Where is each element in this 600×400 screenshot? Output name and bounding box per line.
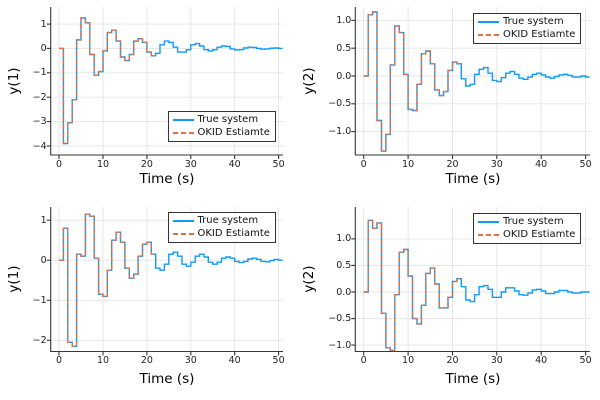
y-tick-label: −3 [32, 116, 47, 128]
okid-estimate-line-sample-icon [172, 233, 194, 236]
legend-bottom-right: True system OKID Estiamte [473, 213, 581, 244]
x-tick-label: 0 [360, 158, 367, 170]
legend-top-right: True system OKID Estiamte [473, 13, 581, 44]
y-tick-label: 1 [40, 214, 47, 226]
true-system-line-sample-icon [478, 220, 499, 223]
x-tick-label: 10 [96, 158, 110, 170]
x-tick-label: 30 [184, 355, 197, 366]
legend-entry-okid-estimate: OKID Estiamte [172, 127, 271, 141]
legend-label: True system [503, 215, 564, 227]
true-system-line-sample-icon [172, 219, 194, 222]
y-tick-label: −1 [32, 294, 47, 306]
y-tick-label: 0.0 [336, 70, 352, 82]
y-tick-label: −2 [32, 91, 47, 103]
legend-top-left: True system OKID Estiamte [167, 111, 276, 142]
x-tick-label: 40 [228, 355, 241, 366]
legend-label: True system [197, 113, 259, 125]
x-tick-label: 40 [535, 355, 548, 366]
ylabel-bottom-left: y(1) [6, 265, 22, 293]
y-tick-label: 0.0 [336, 286, 352, 298]
x-tick-label: 50 [272, 158, 285, 170]
y-tick-label: 0 [40, 254, 47, 266]
x-tick-label: 30 [490, 355, 503, 366]
x-tick-label: 0 [55, 355, 63, 366]
x-tick-label: 10 [402, 355, 415, 366]
ylabel-bottom-right: y(2) [301, 265, 317, 293]
legend-entry-true-system: True system [478, 215, 576, 229]
legend-entry-okid-estimate: OKID Estiamte [172, 228, 271, 242]
x-tick-label: 10 [402, 158, 415, 170]
x-tick-label: 0 [55, 158, 63, 170]
okid-estimate-line-sample-icon [478, 234, 499, 237]
true-system-line [363, 11, 590, 152]
x-tick-label: 30 [490, 158, 503, 170]
x-tick-label: 20 [140, 355, 153, 366]
x-tick-label: 20 [446, 158, 459, 170]
x-tick-label: 50 [579, 158, 592, 170]
y-tick-label: 0.5 [336, 259, 352, 271]
x-tick-label: 40 [228, 158, 241, 170]
x-tick-label: 20 [446, 355, 459, 366]
x-tick-label: 20 [140, 158, 153, 170]
x-tick-label: 0 [360, 355, 367, 366]
okid-estimate-line [59, 17, 156, 145]
xlabel-bottom-left: Time (s) [139, 371, 195, 387]
okid-estimate-line [363, 219, 462, 352]
legend-label: OKID Estiamte [503, 29, 576, 41]
y-tick-label: −0.5 [328, 98, 352, 110]
x-tick-label: 50 [579, 355, 592, 366]
xlabel-bottom-right: Time (s) [445, 371, 501, 387]
okid-estimate-line [59, 213, 156, 347]
y-tick-label: −0.5 [328, 313, 352, 325]
y-tick-label: −2 [32, 334, 47, 346]
okid-estimate-line-sample-icon [172, 132, 194, 135]
legend-label: OKID Estiamte [197, 127, 270, 139]
y-tick-label: −1.0 [328, 126, 352, 138]
xlabel-top-right: Time (s) [445, 171, 501, 187]
xlabel-top-left: Time (s) [139, 171, 195, 187]
y-tick-label: 1.0 [336, 233, 352, 245]
y-tick-label: 0 [40, 42, 47, 54]
legend-entry-true-system: True system [172, 214, 271, 228]
axis-spine [354, 207, 590, 353]
legend-label: True system [503, 15, 564, 27]
okid-estimate-line [363, 11, 462, 152]
x-tick-label: 30 [184, 158, 197, 170]
legend-label: True system [197, 214, 259, 226]
legend-label: OKID Estiamte [503, 229, 576, 241]
y-tick-label: 1.0 [336, 14, 352, 26]
x-tick-label: 50 [272, 355, 285, 366]
y-tick-label: −4 [32, 140, 47, 152]
legend-label: OKID Estiamte [197, 228, 270, 240]
legend-entry-okid-estimate: OKID Estiamte [478, 229, 576, 243]
legend-bottom-left: True system OKID Estiamte [167, 212, 276, 243]
y-tick-label: −1 [32, 67, 47, 79]
axis-spine [354, 7, 590, 156]
y-tick-label: 0.5 [336, 42, 352, 54]
true-system-line-sample-icon [172, 118, 194, 121]
y-tick-label: −1.0 [328, 339, 352, 351]
true-system-line-sample-icon [478, 20, 499, 23]
x-tick-label: 40 [535, 158, 548, 170]
axis-spine [50, 207, 283, 353]
okid-estimate-line-sample-icon [478, 34, 499, 37]
legend-entry-true-system: True system [172, 113, 271, 127]
y-tick-label: 1 [40, 18, 47, 30]
axis-spine [50, 7, 283, 156]
x-tick-label: 10 [96, 355, 110, 366]
legend-entry-true-system: True system [478, 15, 576, 29]
legend-entry-okid-estimate: OKID Estiamte [478, 29, 576, 43]
